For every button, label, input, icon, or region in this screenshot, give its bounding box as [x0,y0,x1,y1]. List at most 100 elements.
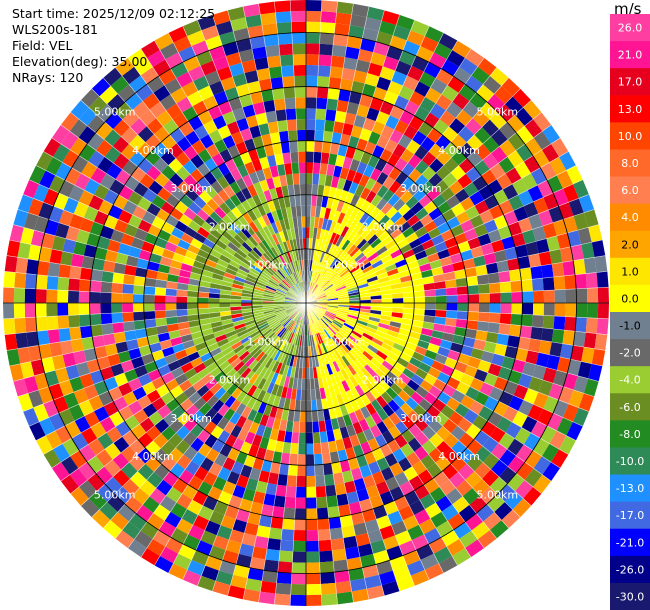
velocity-cell [509,269,522,282]
velocity-cell [92,335,105,348]
velocity-cell [197,85,214,101]
velocity-cell [510,280,523,293]
velocity-cell [466,134,483,151]
velocity-cell [577,227,592,245]
velocity-cell [316,195,323,207]
velocity-cell [160,391,175,405]
velocity-cell [230,17,248,32]
velocity-cell [489,204,504,220]
velocity-cell [329,220,338,233]
velocity-cell [256,67,271,81]
velocity-cell [265,264,276,275]
colorbar-segment [610,339,650,367]
velocity-cell [356,255,368,265]
velocity-cell [376,76,392,91]
velocity-cell [253,334,264,344]
velocity-cell [306,10,322,23]
velocity-cell [225,368,238,380]
velocity-cell [326,397,335,409]
velocity-cell [306,465,316,477]
velocity-cell [346,244,357,255]
ray-line [115,67,307,304]
velocity-cell [391,70,408,86]
velocity-cell [437,391,452,405]
velocity-cell [179,194,194,208]
velocity-cell [289,399,296,411]
velocity-cell [131,237,145,250]
range-ring-label: 5.00km [477,106,519,119]
velocity-cell [252,546,268,560]
velocity-cell [107,353,121,367]
velocity-cell [183,174,198,189]
velocity-cell [46,275,59,290]
velocity-cell [296,475,306,487]
velocity-cell [263,449,275,462]
colorbar-title: m/s [614,0,642,18]
velocity-cell [333,319,344,327]
velocity-cell [382,189,395,203]
velocity-cell [279,282,290,291]
velocity-cell [238,543,255,558]
velocity-cell [231,387,243,400]
velocity-cell [459,57,478,76]
velocity-cell [260,326,271,335]
velocity-cell [358,286,370,292]
velocity-cell [444,317,457,327]
velocity-cell [226,471,241,485]
velocity-cell [354,409,365,422]
velocity-cell [325,242,333,254]
velocity-cell [168,329,181,340]
colorbar-tick-label: 13.0 [618,103,643,116]
velocity-cell [344,257,355,267]
velocity-cell [350,361,361,374]
velocity-cell [428,143,444,159]
velocity-cell [253,181,264,195]
velocity-cell [350,80,365,94]
velocity-cell [168,447,184,463]
velocity-cell [275,310,287,317]
velocity-cell [362,265,374,274]
velocity-cell [261,391,272,405]
velocity-cell [319,365,326,378]
velocity-cell [215,20,234,36]
velocity-cell [146,165,162,181]
velocity-cell [306,594,322,606]
velocity-cell [366,107,380,122]
velocity-cell [279,242,287,254]
velocity-cell [265,177,276,190]
velocity-cell [294,260,300,272]
velocity-cell [68,185,85,202]
velocity-cell [477,530,497,549]
velocity-cell [187,314,200,322]
velocity-cell [317,76,330,88]
colorbar-segment [610,176,650,205]
velocity-cell [197,248,210,259]
velocity-cell [335,580,352,594]
velocity-cell [328,208,337,221]
velocity-cell [323,253,331,265]
velocity-cell [394,95,410,111]
velocity-cell [313,151,322,164]
velocity-cell [24,288,36,303]
velocity-cell [136,258,150,270]
velocity-cell [38,386,54,404]
velocity-cell [241,353,253,365]
range-ring-label: 2.00km [362,374,404,387]
velocity-cell [525,241,539,256]
velocity-cell [258,241,268,253]
velocity-cell [342,324,353,333]
velocity-cell [258,228,269,240]
velocity-cell [314,344,321,356]
colorbar-segment [610,122,650,150]
velocity-cell [222,322,234,330]
velocity-cell [176,309,188,317]
velocity-cell [525,350,539,365]
velocity-cell [261,570,278,583]
colorbar-tick-label: 10.0 [618,130,643,143]
velocity-cell [474,143,492,160]
velocity-cell [562,260,576,276]
velocity-cell [328,324,339,334]
velocity-cell [289,239,295,251]
velocity-cell [174,200,189,214]
velocity-cell [275,270,285,281]
